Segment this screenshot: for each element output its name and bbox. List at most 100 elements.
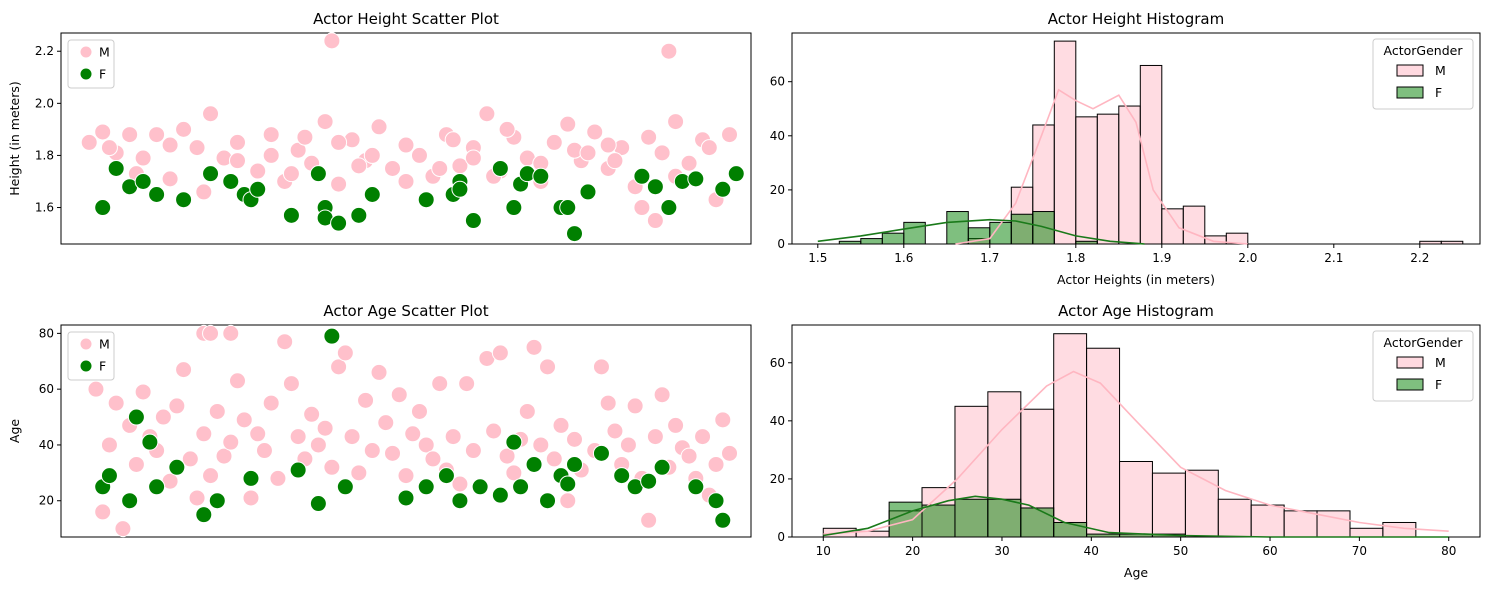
scatter-point-F	[148, 186, 166, 204]
hist-bar-M	[1349, 527, 1384, 538]
scatter-point-M	[296, 128, 314, 146]
scatter-point-F	[437, 467, 455, 485]
chart-title: Actor Age Histogram	[1058, 302, 1214, 320]
scatter-point-M	[505, 464, 523, 482]
scatter-point-M	[229, 152, 246, 170]
x-tick-label: 1.7	[980, 251, 999, 265]
scatter-point-M	[660, 42, 678, 60]
scatter-point-F	[613, 467, 631, 485]
scatter-point-M	[397, 136, 415, 154]
y-tick-label: 60	[770, 356, 785, 370]
hist-bar-M	[1086, 347, 1121, 538]
hist-bar-F	[881, 232, 905, 245]
hist-bar-F	[1053, 521, 1088, 538]
scatter-point-M	[222, 324, 240, 342]
legend-marker-F	[80, 68, 92, 80]
scatter-point-M	[680, 154, 698, 172]
chart-title: Actor Height Histogram	[1048, 10, 1224, 28]
scatter-point-M	[323, 32, 341, 50]
kde-line-M	[955, 88, 1248, 245]
scatter-point-M	[242, 489, 260, 507]
scatter-point-M	[255, 442, 273, 460]
legend-label-F: F	[1435, 377, 1442, 392]
scatter-point-M	[377, 414, 395, 432]
scatter-point-M	[269, 469, 287, 487]
scatter-point-M	[195, 183, 213, 201]
scatter-point-M	[410, 146, 428, 164]
scatter-point-F	[559, 475, 577, 493]
scatter-point-M	[235, 411, 253, 429]
legend-marker-M	[80, 338, 92, 350]
scatter-point-M	[566, 430, 583, 448]
scatter-point-M	[357, 391, 375, 409]
scatter-point-F	[148, 478, 166, 496]
hist-bar-M	[1119, 460, 1153, 538]
legend-box	[67, 39, 115, 89]
hist-bar-F	[860, 238, 883, 245]
legend-swatch-M	[1396, 356, 1424, 369]
scatter-point-F	[289, 461, 307, 479]
scatter-point-F	[566, 225, 583, 243]
y-tick-label: 2.2	[35, 44, 54, 58]
scatter-point-F	[323, 327, 341, 345]
scatter-point-F	[282, 206, 300, 224]
scatter-point-M	[175, 120, 193, 138]
scatter-point-M	[188, 489, 206, 507]
scatter-point-M	[458, 375, 476, 393]
x-tick-label: 2.0	[1238, 251, 1257, 265]
legend-label-F: F	[99, 67, 106, 82]
scatter-point-F	[660, 199, 678, 217]
scatter-point-M	[181, 450, 199, 468]
scatter-point-F	[491, 486, 509, 504]
scatter-point-M	[653, 386, 671, 404]
scatter-point-M	[431, 159, 449, 177]
legend-label-M: M	[99, 337, 110, 352]
scatter-point-M	[397, 172, 415, 190]
scatter-point-F	[127, 408, 145, 426]
scatter-point-F	[222, 172, 240, 190]
x-tick-label: 2.1	[1324, 251, 1343, 265]
scatter-point-M	[161, 136, 179, 154]
scatter-point-M	[592, 358, 610, 376]
scatter-point-M	[485, 422, 503, 440]
scatter-point-M	[330, 175, 348, 193]
scatter-point-M	[262, 146, 280, 164]
hist-bar-M	[1225, 232, 1249, 245]
hist-bar-M	[1161, 208, 1184, 245]
y-tick-label: 40	[39, 438, 54, 452]
scatter-point-M	[330, 133, 348, 151]
scatter-point-F	[202, 165, 220, 183]
hist-bar-F	[888, 501, 923, 538]
scatter-point-M	[444, 428, 462, 446]
axes-frame	[60, 32, 752, 245]
scatter-point-F	[94, 199, 112, 217]
x-tick-label: 50	[1173, 544, 1188, 558]
scatter-point-M	[532, 436, 550, 454]
y-tick-label: 60	[770, 75, 785, 89]
chart-0-scatter: Actor Height Scatter Plot 1.6 1.8 2.0 2.2 Hei…	[7, 10, 752, 245]
y-tick-label: 20	[770, 472, 785, 486]
hist-bar-F	[1010, 213, 1034, 245]
hist-bar-M	[1217, 498, 1252, 538]
y-tick-label: 20	[770, 183, 785, 197]
chart-title: Actor Height Scatter Plot	[313, 10, 499, 28]
scatter-point-M	[161, 170, 179, 188]
scatter-point-M	[579, 144, 597, 162]
scatter-point-M	[188, 139, 206, 157]
y-tick-label: 40	[770, 414, 785, 428]
scatter-point-M	[316, 419, 334, 437]
scatter-point-M	[680, 447, 698, 465]
scatter-point-F	[350, 206, 368, 224]
scatter-point-M	[721, 126, 739, 144]
scatter-point-F	[707, 492, 725, 510]
hist-bar-M	[1096, 113, 1120, 245]
scatter-point-M	[222, 433, 240, 451]
chart-3-histogram: Actor Age Histogram 0 20 40 60 10 20 30 40 50 60 70…	[770, 302, 1481, 580]
scatter-point-F	[471, 478, 489, 496]
y-axis-label: Age	[7, 419, 22, 443]
scatter-point-M	[707, 455, 725, 473]
scatter-point-M	[464, 442, 482, 460]
scatter-point-M	[282, 375, 300, 393]
scatter-point-M	[202, 105, 220, 123]
